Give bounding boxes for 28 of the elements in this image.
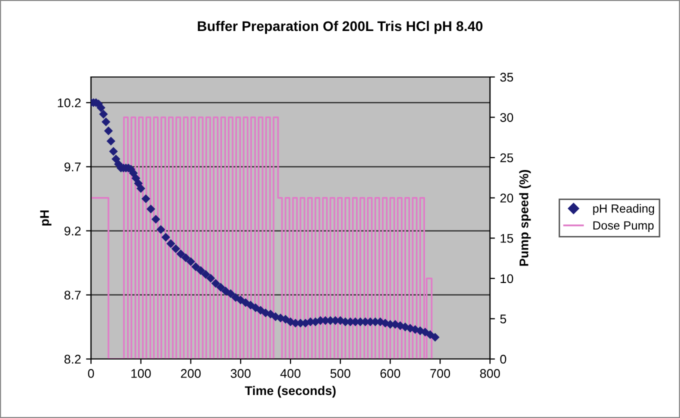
chart-title: Buffer Preparation Of 200L Tris HCl pH 8.40 <box>198 20 482 34</box>
y2-tick-label: 20 <box>500 194 514 203</box>
y-tick-label: 9.7 <box>64 162 81 172</box>
y2-tick-label: 15 <box>500 234 514 243</box>
x-tick-label: 100 <box>131 369 151 378</box>
y-tick-label: 9.2 <box>64 226 81 236</box>
y2-tick-label: 0 <box>500 354 506 364</box>
x-tick-label: 800 <box>480 369 500 378</box>
y2-tick-label: 30 <box>500 113 514 122</box>
y2-tick-label: 5 <box>500 314 506 324</box>
x-axis-title: Time (seconds) <box>244 386 336 398</box>
y-axis-title: pH <box>40 210 52 226</box>
legend-label: Dose Pump <box>593 221 654 232</box>
x-tick-label: 600 <box>380 369 400 378</box>
y2-tick-label: 35 <box>500 72 514 82</box>
x-tick-label: 300 <box>230 369 251 378</box>
x-tick-label: 500 <box>330 369 350 378</box>
y2-tick-label: 10 <box>500 274 514 284</box>
x-tick-label: 0 <box>88 369 94 378</box>
y-tick-label: 10.2 <box>58 98 81 108</box>
y2-axis-title: Pump speed (%) <box>519 170 531 266</box>
x-tick-label: 700 <box>430 369 450 378</box>
y-tick-label: 8.2 <box>64 354 81 364</box>
y2-tick-label: 25 <box>500 153 514 162</box>
x-tick-label: 400 <box>280 369 300 378</box>
x-tick-label: 200 <box>180 369 201 378</box>
legend-label: pH Reading <box>593 204 654 216</box>
y-tick-label: 8.7 <box>64 290 81 300</box>
